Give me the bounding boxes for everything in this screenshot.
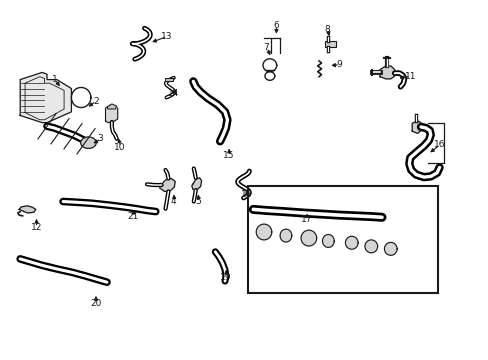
Polygon shape bbox=[345, 236, 357, 249]
Text: 18: 18 bbox=[241, 190, 252, 199]
Polygon shape bbox=[107, 104, 117, 109]
Text: 12: 12 bbox=[31, 223, 42, 232]
Polygon shape bbox=[280, 229, 291, 242]
Text: 3: 3 bbox=[98, 134, 103, 143]
Polygon shape bbox=[159, 179, 175, 192]
Text: 1: 1 bbox=[51, 75, 57, 84]
Polygon shape bbox=[19, 206, 36, 213]
Polygon shape bbox=[301, 230, 316, 246]
Bar bbox=[164, 78, 173, 81]
Text: 13: 13 bbox=[161, 32, 172, 41]
Bar bbox=[248, 186, 437, 293]
Circle shape bbox=[81, 137, 96, 148]
Text: 6: 6 bbox=[273, 21, 279, 30]
Polygon shape bbox=[379, 66, 394, 79]
Polygon shape bbox=[364, 240, 377, 253]
Text: 4: 4 bbox=[171, 197, 176, 206]
Text: 19: 19 bbox=[220, 273, 231, 282]
Text: 16: 16 bbox=[433, 140, 445, 149]
Text: 20: 20 bbox=[90, 299, 101, 308]
Polygon shape bbox=[256, 224, 271, 240]
Text: 5: 5 bbox=[195, 197, 201, 206]
Text: 15: 15 bbox=[223, 151, 234, 160]
Text: 9: 9 bbox=[336, 60, 342, 69]
Text: 21: 21 bbox=[127, 212, 139, 221]
Polygon shape bbox=[322, 234, 333, 247]
Text: 7: 7 bbox=[263, 43, 269, 52]
Polygon shape bbox=[384, 242, 396, 255]
Text: 8: 8 bbox=[324, 25, 329, 34]
Bar bbox=[325, 41, 335, 46]
Text: 17: 17 bbox=[301, 215, 312, 224]
Polygon shape bbox=[191, 178, 201, 190]
Text: 11: 11 bbox=[404, 72, 415, 81]
Text: 14: 14 bbox=[168, 89, 179, 98]
Text: 2: 2 bbox=[93, 96, 99, 105]
Text: 10: 10 bbox=[114, 143, 125, 152]
Polygon shape bbox=[105, 105, 118, 123]
Polygon shape bbox=[20, 72, 71, 123]
Polygon shape bbox=[411, 121, 420, 134]
